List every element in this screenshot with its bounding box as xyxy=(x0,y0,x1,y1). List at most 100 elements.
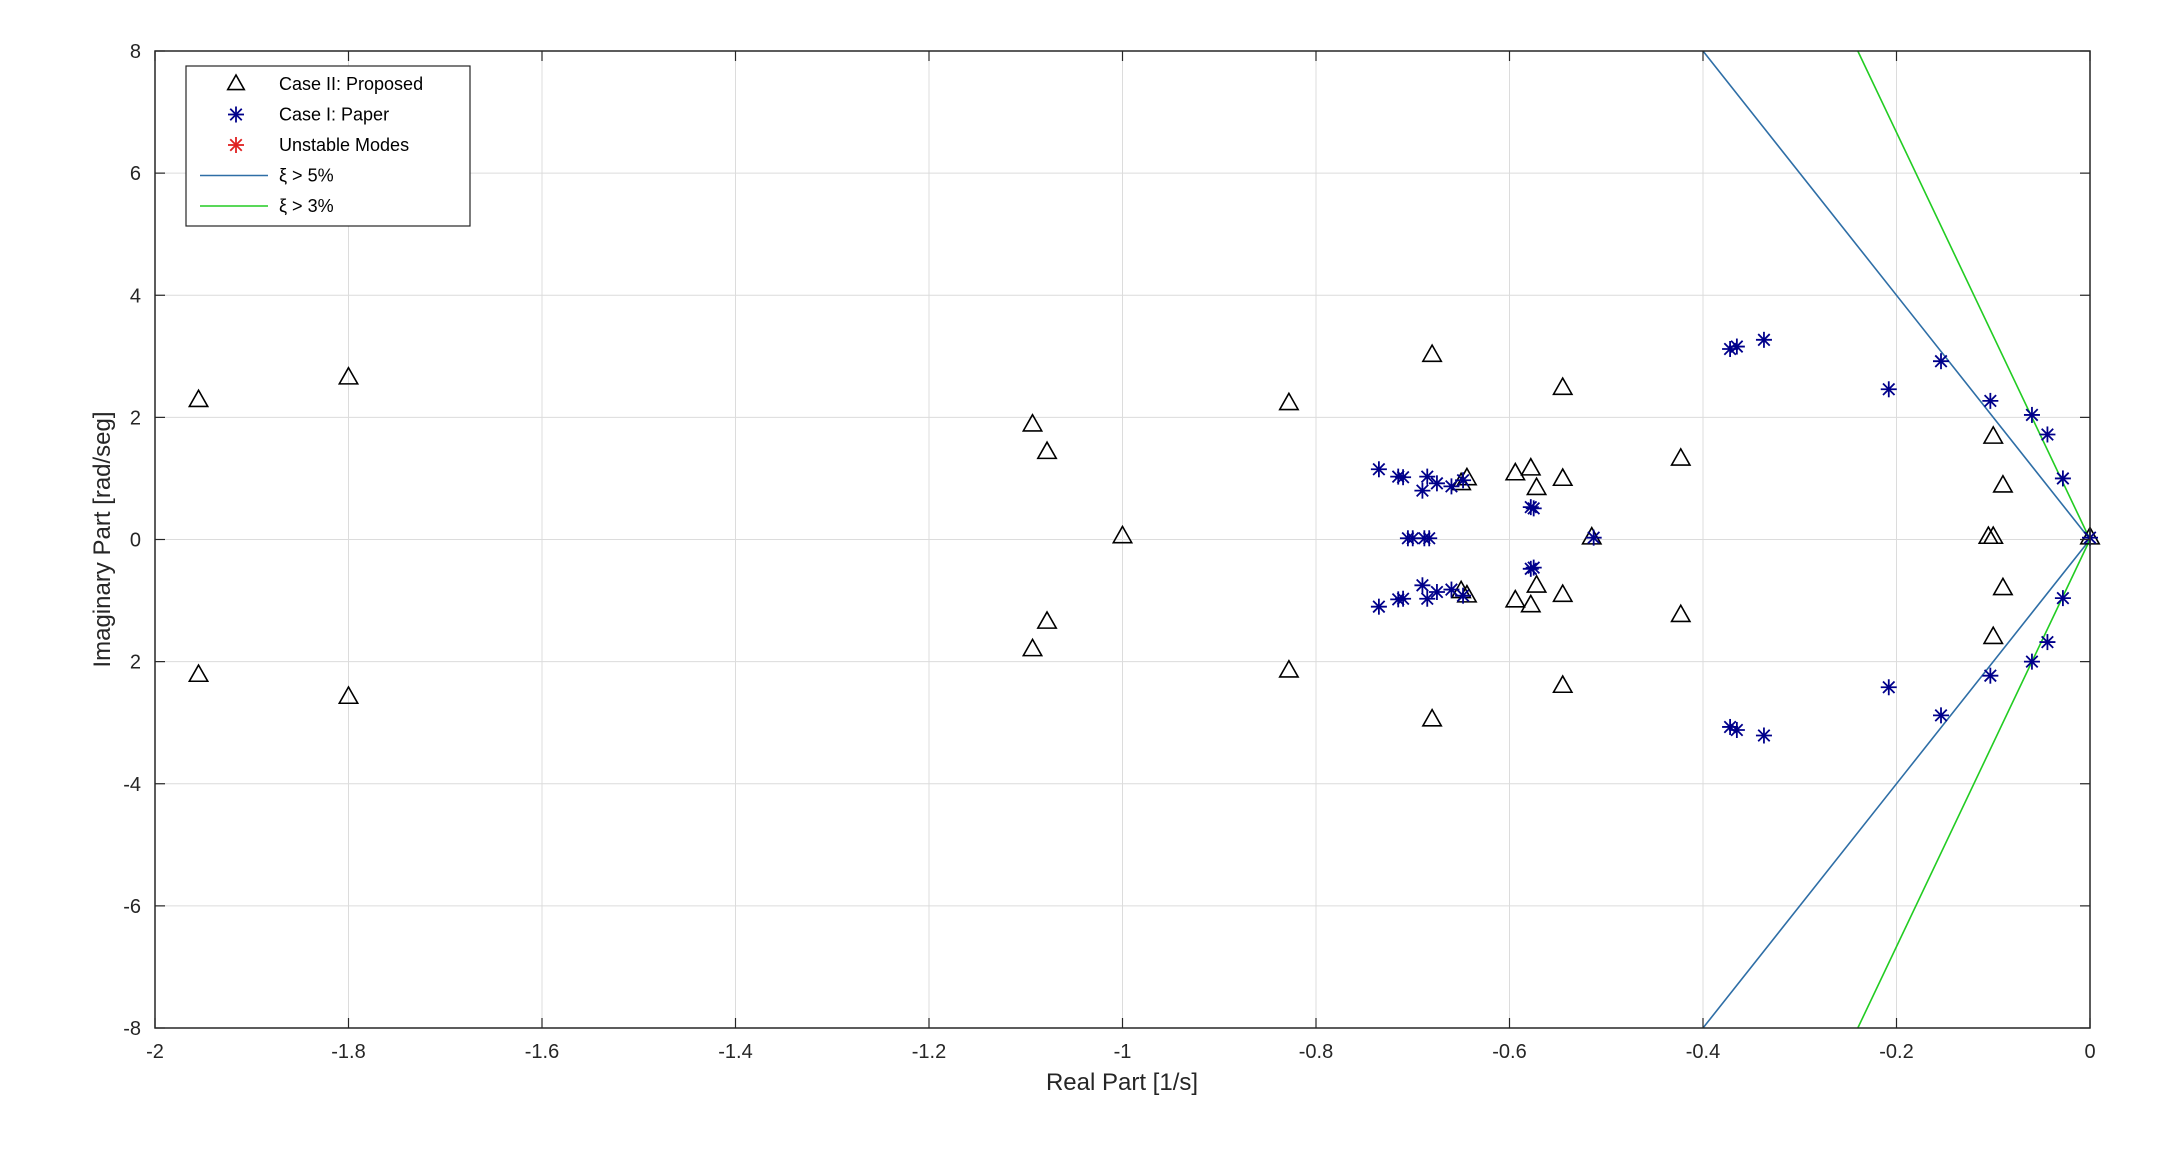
triangle-point xyxy=(1421,708,1443,727)
asterisk-point xyxy=(1982,667,1999,684)
damping-lines-layer xyxy=(1702,50,2091,1029)
asterisk-point xyxy=(1419,468,1436,485)
triangle-point xyxy=(1992,474,2014,493)
triangle-point xyxy=(1036,440,1058,460)
asterisk-point xyxy=(1880,679,1897,696)
y-tick-label: 8 xyxy=(130,41,141,63)
asterisk-point xyxy=(1455,472,1472,489)
triangle-point xyxy=(337,685,360,705)
triangle-point xyxy=(1982,425,2004,444)
damping-line-3 xyxy=(1702,50,2091,540)
legend-entry-label: Case II: Proposed xyxy=(279,74,423,94)
triangle-point xyxy=(1520,457,1542,476)
markers-layer xyxy=(187,331,2101,744)
asterisk-point xyxy=(1395,590,1412,607)
triangle-point xyxy=(1526,476,1548,496)
legend: Case II: Proposed Case I: Paper Unstable M… xyxy=(185,65,471,227)
asterisk-point xyxy=(1525,559,1542,576)
asterisk-point xyxy=(2039,426,2056,443)
x-tick-label: -2 xyxy=(146,1041,164,1063)
triangle-point xyxy=(1278,391,1300,411)
asterisk-point xyxy=(1370,461,1387,478)
triangle-point xyxy=(1504,461,1526,481)
asterisk-point xyxy=(1443,478,1460,495)
asterisk-point xyxy=(1722,718,1739,735)
y-tick-label: 0 xyxy=(130,530,141,552)
y-tick-label: -4 xyxy=(123,774,141,796)
triangle-point xyxy=(1021,637,1044,657)
asterisk-point xyxy=(1443,581,1460,598)
triangle-point xyxy=(1982,625,2004,645)
triangle-point xyxy=(187,388,210,408)
triangle-point xyxy=(1278,659,1300,678)
y-axis-label: Imaginary Part [rad/seg] xyxy=(89,411,116,667)
legend-symbol-triangle xyxy=(226,73,246,91)
asterisk-point xyxy=(2039,634,2056,651)
triangle-point xyxy=(1552,674,1574,694)
legend-entry-label: ξ > 5% xyxy=(279,166,334,186)
asterisk-point xyxy=(1428,475,1445,492)
triangle-point xyxy=(1421,343,1443,363)
asterisk-point xyxy=(1755,727,1772,744)
asterisk-point xyxy=(2054,470,2071,487)
triangle-point xyxy=(1670,447,1692,466)
asterisk-point xyxy=(2023,653,2040,670)
triangle-point xyxy=(1552,376,1574,396)
asterisk-point xyxy=(2023,406,2040,423)
y-tick-label: 2 xyxy=(130,652,141,674)
triangle-point xyxy=(1670,603,1692,623)
x-axis-label: Real Part [1/s] xyxy=(1046,1069,1198,1096)
triangle-point xyxy=(1552,583,1574,603)
y-tick-label: -6 xyxy=(123,896,141,918)
triangle-point xyxy=(1504,588,1526,608)
asterisk-point xyxy=(1455,587,1472,604)
triangle-point xyxy=(1520,593,1542,613)
triangle-point xyxy=(1021,413,1044,432)
legend-entry-label: ξ > 3% xyxy=(279,196,334,216)
triangle-point xyxy=(337,366,360,385)
triangle-point xyxy=(1992,576,2014,596)
asterisk-point xyxy=(1414,482,1431,499)
x-tick-label: 0 xyxy=(2084,1041,2095,1063)
triangle-point xyxy=(1036,610,1058,629)
ticks-layer: -2 -1.8 -1.6 -1.4 -1.2 -1 -0.8 -0.6 -0.4 -0.2 0 -8 -… xyxy=(123,41,2095,1063)
asterisk-point xyxy=(1421,530,1438,547)
legend-entry-label: Case I: Paper xyxy=(279,105,389,125)
triangle-point xyxy=(1111,524,1134,544)
y-tick-label: -8 xyxy=(123,1018,141,1040)
asterisk-point xyxy=(1933,353,1950,370)
x-tick-label: -0.6 xyxy=(1492,1041,1526,1063)
x-tick-label: -1.2 xyxy=(912,1041,946,1063)
damping-line-3 xyxy=(1702,539,2091,1029)
x-tick-label: -1 xyxy=(1114,1041,1132,1063)
asterisk-point xyxy=(1419,590,1436,607)
y-tick-label: 2 xyxy=(130,407,141,429)
triangle-point xyxy=(1526,574,1548,593)
legend-symbol-asterisk xyxy=(228,106,244,123)
asterisk-point xyxy=(1428,584,1445,601)
y-tick-label: 4 xyxy=(130,285,141,307)
x-tick-label: -1.6 xyxy=(525,1041,559,1063)
y-tick-label: 6 xyxy=(130,163,141,185)
asterisk-point xyxy=(1525,500,1542,517)
asterisk-point xyxy=(1370,598,1387,615)
triangle-point xyxy=(1552,467,1574,487)
asterisk-point xyxy=(1522,499,1539,516)
legend-entry-label: Unstable Modes xyxy=(279,135,409,155)
asterisk-point xyxy=(1880,381,1897,398)
triangle-point xyxy=(187,663,210,683)
asterisk-point xyxy=(1414,577,1431,594)
x-tick-label: -0.4 xyxy=(1686,1041,1720,1063)
legend-symbol-asterisk xyxy=(228,137,244,153)
asterisk-point xyxy=(1395,469,1412,486)
x-tick-label: -1.8 xyxy=(331,1041,365,1063)
legend-box xyxy=(185,65,471,227)
x-tick-label: -0.8 xyxy=(1299,1041,1333,1063)
asterisk-point xyxy=(1933,707,1950,724)
x-tick-label: -0.2 xyxy=(1879,1041,1913,1063)
asterisk-point xyxy=(1982,392,1999,409)
asterisk-point xyxy=(1522,560,1539,577)
grid-layer xyxy=(155,51,2090,1028)
